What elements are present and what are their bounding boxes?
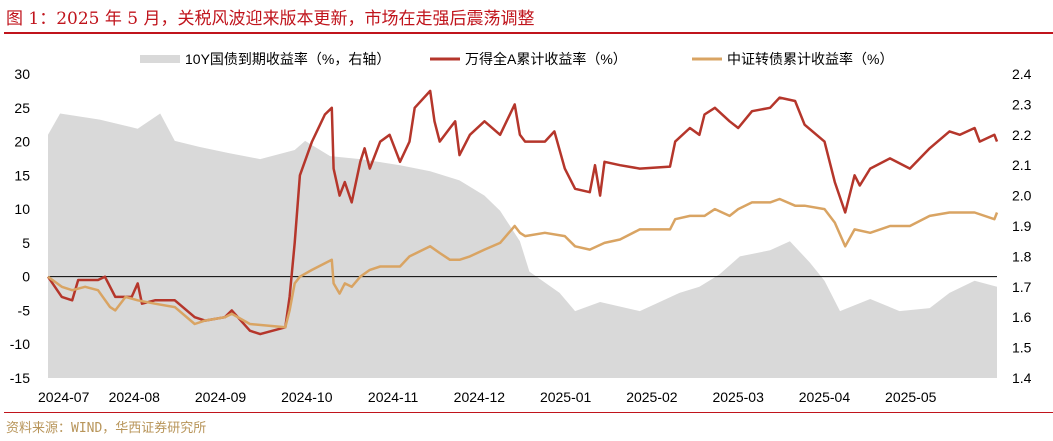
bond-yield-area [48,113,997,378]
figure-title: 图 1：2025 年 5 月，关税风波迎来版本更新，市场在走强后震荡调整 [6,9,535,29]
y-right-tick-label: 1.5 [1012,340,1032,356]
source-divider [4,412,1053,413]
x-tick-label: 2024-07 [38,389,90,405]
y-right-tick-label: 1.7 [1012,279,1032,295]
y-right-tick-label: 1.6 [1012,309,1032,325]
y-left-tick-label: 10 [14,201,30,217]
x-tick-label: 2024-08 [109,389,161,405]
y-right-tick-label: 1.8 [1012,248,1032,264]
x-tick-label: 2025-05 [885,389,937,405]
y-right-tick-label: 2.2 [1012,127,1032,143]
y-left-tick-label: 20 [14,134,30,150]
y-left-tick-label: -10 [10,336,30,352]
x-tick-label: 2025-01 [540,389,592,405]
y-left-tick-label: 30 [14,66,30,82]
x-tick-label: 2024-11 [368,389,419,405]
convertible-bond-line [47,197,999,329]
legend-swatch-bond-yield [140,55,180,63]
y-right-tick-label: 2.0 [1012,188,1032,204]
legend-label-convertible: 中证转债累计收益率（%） [727,51,893,67]
y-left-tick-label: -5 [18,302,31,318]
y-right-tick-label: 2.1 [1012,157,1032,173]
y-left-tick-label: -15 [10,370,30,386]
source-note: 资料来源：WIND，华西证券研究所 [6,421,207,436]
y-right-tick-label: 2.4 [1012,66,1032,82]
x-tick-label: 2024-09 [195,389,247,405]
title-divider [4,32,1053,34]
x-tick-label: 2025-02 [626,389,678,405]
x-tick-label: 2024-10 [281,389,333,405]
x-tick-label: 2024-12 [454,389,506,405]
legend-label-bond-yield: 10Y国债到期收益率（%，右轴） [185,51,390,67]
x-tick-label: 2025-04 [799,389,851,405]
y-right-tick-label: 2.3 [1012,96,1032,112]
x-tick-label: 2025-03 [712,389,764,405]
y-left-tick-label: 25 [14,100,30,116]
y-right-tick-label: 1.9 [1012,218,1032,234]
y-right-tick-label: 1.4 [1012,370,1032,386]
y-left-tick-label: 15 [14,167,30,183]
y-left-tick-label: 5 [22,235,30,251]
y-left-tick-label: 0 [22,269,30,285]
legend-label-wind-a: 万得全A累计收益率（%） [465,51,627,67]
